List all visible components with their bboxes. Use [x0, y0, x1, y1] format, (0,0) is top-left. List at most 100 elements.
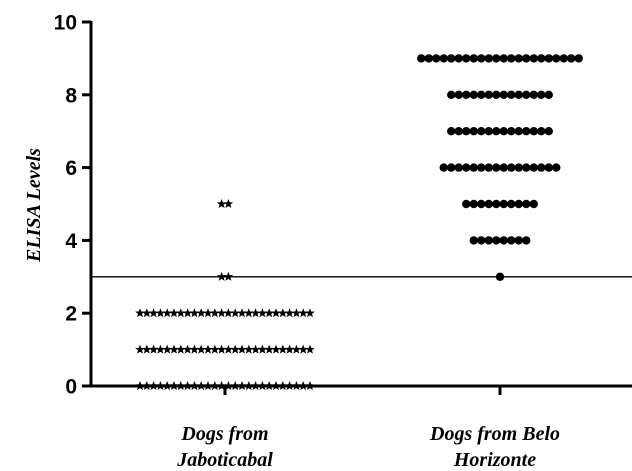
star-point	[196, 381, 206, 391]
star-point	[182, 344, 193, 354]
star-point	[176, 308, 186, 318]
circle-point	[552, 54, 561, 63]
circle-point	[469, 163, 478, 172]
circle-point	[484, 90, 493, 100]
circle-point	[544, 54, 553, 63]
star-point	[271, 381, 281, 391]
circle-point	[507, 236, 516, 245]
circle-point	[477, 90, 486, 100]
star-point	[223, 199, 234, 209]
star-point	[291, 381, 302, 391]
star-point	[305, 381, 315, 391]
circle-point	[522, 127, 531, 136]
star-point	[216, 344, 227, 354]
circle-point	[507, 54, 516, 63]
star-point	[196, 344, 206, 354]
star-point	[284, 344, 295, 354]
star-point	[162, 308, 172, 318]
circle-point	[447, 127, 456, 136]
star-point	[135, 344, 145, 354]
star-point	[148, 308, 159, 318]
star-point	[203, 344, 213, 354]
circle-point	[507, 90, 516, 100]
star-point	[176, 381, 186, 391]
circle-point	[552, 163, 561, 172]
circle-point	[454, 163, 463, 172]
star-point	[182, 381, 193, 391]
star-point	[216, 271, 227, 281]
star-point	[155, 308, 166, 318]
star-point	[305, 308, 315, 318]
star-point	[148, 381, 159, 391]
x-category-0-line2: Jaboticabal	[176, 449, 273, 471]
x-category-1-line2: Horizonte	[453, 449, 536, 471]
y-tick-label: 2	[65, 303, 77, 326]
star-point	[223, 381, 234, 391]
y-axis-title: ELISA Levels	[23, 148, 45, 263]
star-point	[230, 344, 240, 354]
star-point	[169, 344, 179, 354]
circle-point	[439, 163, 448, 172]
circle-point	[447, 163, 456, 172]
circle-point	[529, 127, 538, 136]
circle-point	[522, 236, 531, 245]
star-point	[203, 381, 213, 391]
x-category-0-line1: Dogs from	[180, 423, 268, 445]
circle-point	[499, 54, 508, 63]
circle-point	[492, 199, 501, 209]
circle-point	[507, 127, 516, 136]
star-point	[223, 271, 234, 281]
y-tick-label: 0	[65, 376, 77, 399]
star-point	[196, 308, 206, 318]
circle-point	[484, 127, 493, 136]
circle-point	[514, 54, 523, 63]
circle-point	[537, 163, 546, 172]
circle-point	[529, 54, 538, 63]
circle-point	[529, 90, 538, 100]
circle-point	[469, 236, 478, 245]
star-point	[244, 308, 254, 318]
star-point	[169, 381, 179, 391]
circle-point	[522, 199, 531, 209]
star-point	[284, 308, 295, 318]
circle-point	[492, 90, 501, 100]
circle-point	[492, 163, 501, 172]
y-tick-label: 10	[54, 12, 77, 35]
star-point	[271, 344, 281, 354]
star-point	[291, 344, 302, 354]
axes: 0 2 4 6 8 10	[54, 12, 632, 399]
star-point	[135, 381, 145, 391]
star-point	[210, 308, 220, 318]
star-point	[223, 308, 234, 318]
star-point	[155, 344, 166, 354]
star-point	[257, 344, 268, 354]
star-point	[298, 381, 308, 391]
star-point	[223, 344, 234, 354]
star-point	[264, 308, 274, 318]
star-point	[278, 344, 288, 354]
star-point	[189, 381, 200, 391]
star-point	[257, 308, 268, 318]
star-point	[155, 381, 166, 391]
star-point	[250, 308, 261, 318]
circle-point	[559, 54, 568, 63]
circle-point	[477, 236, 486, 245]
star-point	[284, 381, 295, 391]
circle-point	[477, 199, 486, 209]
circle-point	[499, 163, 508, 172]
star-point	[237, 344, 247, 354]
star-point	[142, 308, 152, 318]
circle-point	[507, 199, 516, 209]
star-point	[176, 344, 186, 354]
circle-point	[522, 54, 531, 63]
star-point	[250, 381, 261, 391]
star-point	[230, 308, 240, 318]
star-point	[264, 344, 274, 354]
star-point	[278, 381, 288, 391]
circle-point	[537, 127, 546, 136]
circle-point	[544, 163, 553, 172]
y-tick-label: 4	[65, 230, 77, 253]
y-tick-label: 8	[65, 84, 77, 107]
star-point	[244, 344, 254, 354]
